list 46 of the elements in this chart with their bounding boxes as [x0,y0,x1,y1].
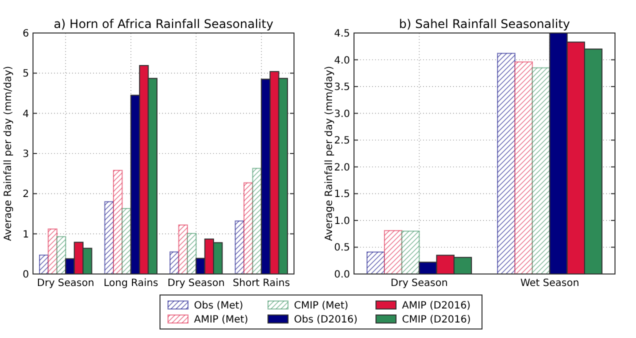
y-axis-title: Average Rainfall per day (mm/day) [324,66,335,242]
bar [178,224,188,274]
bar [497,52,516,274]
y-tick-label: 5 [22,68,29,80]
bar [48,228,58,274]
y-tick-label: 0.5 [334,242,350,254]
bar [514,61,533,274]
bar [252,168,262,274]
y-tick-label: 4 [22,108,29,120]
y-tick-label: 3.5 [334,82,350,94]
legend-label: CMIP (Met) [294,300,348,312]
bar [401,230,420,274]
x-tick-label: Short Rains [232,278,290,289]
y-tick-label: 3 [22,149,29,160]
y-tick-label: 2 [22,189,29,200]
bar [112,170,123,274]
bar [532,67,550,274]
bar [384,230,402,274]
y-tick-label: 1 [22,229,29,240]
y-tick-label: 4.0 [334,55,350,66]
y-tick-label: 0 [22,270,29,280]
x-tick-label: Long Rains [104,278,158,289]
y-tick-label: 0.0 [334,270,350,280]
legend-label: CMIP (D2016) [402,314,471,326]
bar [186,232,197,274]
x-tick-label: Dry Season [168,278,225,289]
legend-label: Obs (Met) [194,300,244,312]
x-tick-label: Dry Season [37,278,94,289]
x-tick-label: Wet Season [520,278,580,289]
bar [122,208,132,274]
y-tick-label: 6 [22,28,29,40]
legend-label: AMIP (D2016) [402,300,471,312]
y-tick-label: 3.0 [334,108,350,120]
legend-label: AMIP (Met) [194,314,248,326]
bar [56,236,66,274]
y-tick-label: 2.0 [334,162,350,174]
chart-title: a) Horn of Africa Rainfall Seasonality [54,17,274,31]
bar [366,252,385,274]
y-axis-title: Average Rainfall per day (mm/day) [3,66,14,242]
y-tick-label: 2.5 [334,136,350,147]
x-tick-label: Dry Season [390,278,448,289]
chart-title: b) Sahel Rainfall Seasonality [398,17,570,31]
legend-label: Obs (D2016) [294,314,358,326]
y-tick-label: 1.5 [334,189,350,200]
y-tick-label: 4.5 [334,28,350,40]
y-tick-label: 1.0 [334,216,350,227]
